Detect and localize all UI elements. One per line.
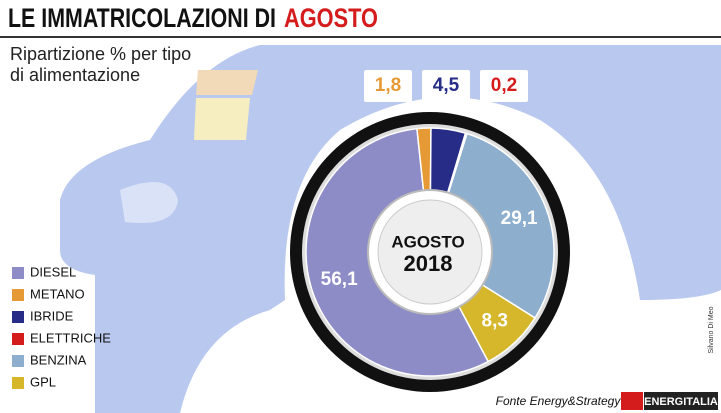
value-label: 4,5 — [433, 75, 460, 96]
center-label: 2018 — [404, 251, 453, 276]
subtitle: Ripartizione % per tipo — [10, 44, 191, 64]
value-label-box — [364, 70, 412, 102]
center-label: AGOSTO — [391, 232, 464, 251]
legend-swatch — [12, 267, 24, 279]
legend-label: BENZINA — [30, 352, 87, 367]
value-label: 1,8 — [375, 75, 401, 96]
chart-title: LE IMMATRICOLAZIONI DI — [8, 3, 276, 33]
value-label: 56,1 — [321, 269, 358, 290]
legend-swatch — [12, 333, 24, 345]
legend-swatch — [12, 377, 24, 389]
credit: Silvano Di Meo — [708, 306, 715, 353]
value-label: 0,2 — [491, 75, 517, 96]
pie-slice — [429, 132, 555, 319]
legend-label: IBRIDE — [30, 308, 74, 323]
legend-swatch — [12, 289, 24, 301]
legend-swatch — [12, 355, 24, 367]
chart-title-highlight: AGOSTO — [284, 3, 378, 33]
value-label: 29,1 — [501, 208, 538, 229]
legend-label: GPL — [30, 374, 56, 389]
legend-label: DIESEL — [30, 264, 76, 279]
bumper — [120, 182, 178, 224]
value-label-box — [422, 70, 470, 102]
value-label: 8,3 — [482, 311, 508, 332]
logo-mark — [621, 392, 643, 410]
legend-swatch — [12, 311, 24, 323]
hub-inner — [377, 199, 483, 305]
legend-label: ELETTRICHE — [30, 330, 111, 345]
car-light — [194, 98, 250, 140]
car-window — [196, 70, 258, 95]
title-rule — [0, 36, 721, 38]
logo: ENERGITALIA — [644, 396, 718, 408]
value-label-box — [480, 70, 528, 102]
source: Fonte Energy&Strategy — [496, 394, 622, 408]
logo-box — [644, 392, 718, 410]
subtitle: di alimentazione — [10, 65, 140, 85]
legend-label: METANO — [30, 286, 85, 301]
